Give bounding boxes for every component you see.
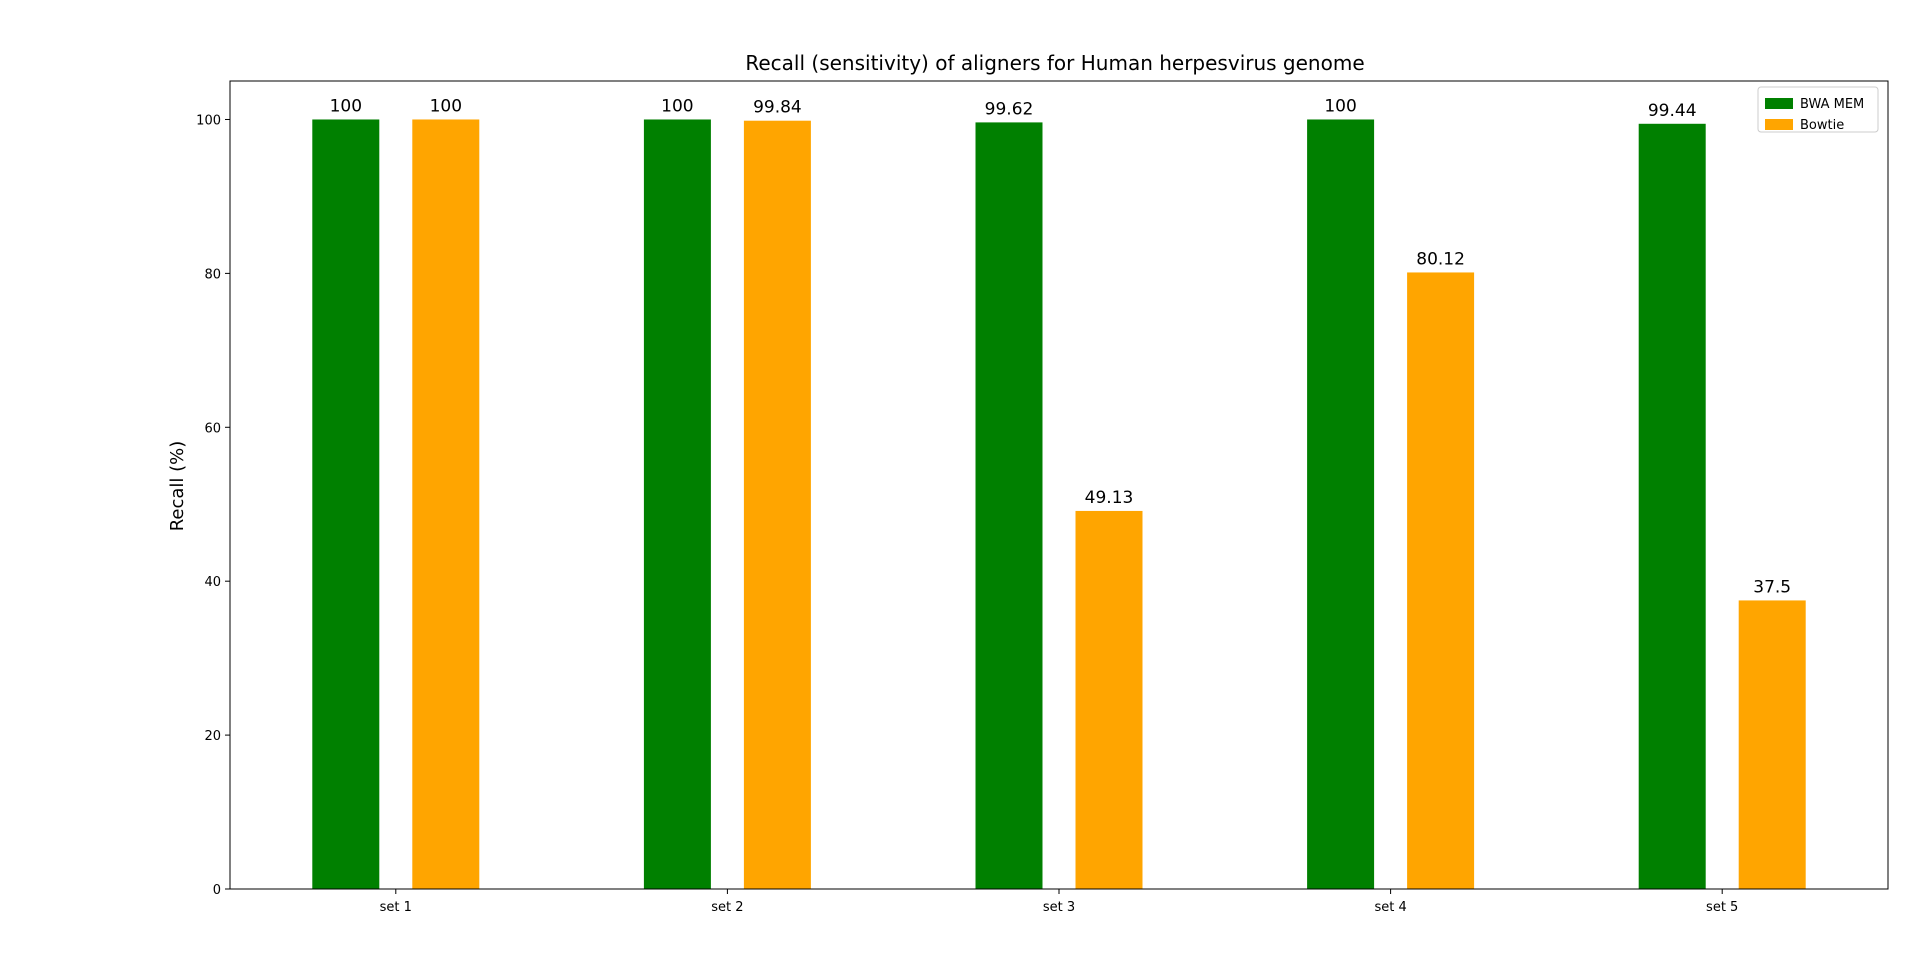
data-label-bwa-mem-1: 100 (330, 96, 362, 116)
bar-bowtie-3 (1075, 510, 1143, 889)
x-tick-label: set 2 (711, 900, 743, 915)
bar-bowtie-5 (1738, 600, 1806, 889)
x-tick-label: set 1 (380, 900, 412, 915)
data-label-bowtie-3: 49.13 (1085, 488, 1134, 508)
bar-bowtie-2 (743, 120, 811, 890)
y-tick-label: 100 (196, 113, 221, 128)
bar-bwa-mem-2 (643, 119, 711, 889)
legend: BWA MEM Bowtie (1757, 86, 1879, 133)
y-tick-label: 20 (204, 729, 221, 744)
data-label-bowtie-4: 80.12 (1416, 249, 1465, 269)
data-labels-group: 100 100 100 99.84 99.62 49.13 100 80.12 99.44 37.… (330, 96, 1792, 597)
y-axis-label: Recall (%) (167, 441, 188, 532)
y-tick-label: 80 (204, 267, 221, 282)
bar-bowtie-1 (412, 119, 480, 889)
bar-bwa-mem-1 (312, 119, 380, 889)
x-tick-label: set 4 (1374, 900, 1406, 915)
bar-bowtie-4 (1407, 272, 1475, 889)
legend-label-bwa-mem: BWA MEM (1800, 97, 1864, 112)
data-label-bwa-mem-5: 99.44 (1648, 101, 1697, 121)
bar-bwa-mem-4 (1307, 119, 1375, 889)
x-axis-ticks: set 1 set 2 set 3 set 4 set 5 (380, 889, 1738, 915)
data-label-bwa-mem-3: 99.62 (985, 99, 1034, 119)
data-label-bwa-mem-4: 100 (1324, 96, 1356, 116)
data-label-bowtie-2: 99.84 (753, 98, 802, 118)
legend-label-bowtie: Bowtie (1800, 118, 1844, 133)
y-axis-ticks: 0 20 40 60 80 100 (196, 113, 230, 898)
legend-swatch-bwa-mem (1765, 98, 1793, 109)
y-tick-label: 60 (204, 421, 221, 436)
chart-title: Recall (sensitivity) of aligners for Hum… (745, 51, 1364, 75)
plot-area-frame (229, 80, 1889, 890)
y-tick-label: 40 (204, 575, 221, 590)
x-tick-label: set 3 (1043, 900, 1075, 915)
y-tick-label: 0 (213, 883, 221, 898)
bars-group (312, 119, 1806, 890)
bar-bwa-mem-5 (1638, 123, 1706, 889)
x-tick-label: set 5 (1706, 900, 1738, 915)
bar-bwa-mem-3 (975, 122, 1043, 889)
data-label-bwa-mem-2: 100 (661, 96, 693, 116)
data-label-bowtie-1: 100 (430, 96, 462, 116)
data-label-bowtie-5: 37.5 (1753, 577, 1791, 597)
legend-swatch-bowtie (1765, 119, 1793, 130)
